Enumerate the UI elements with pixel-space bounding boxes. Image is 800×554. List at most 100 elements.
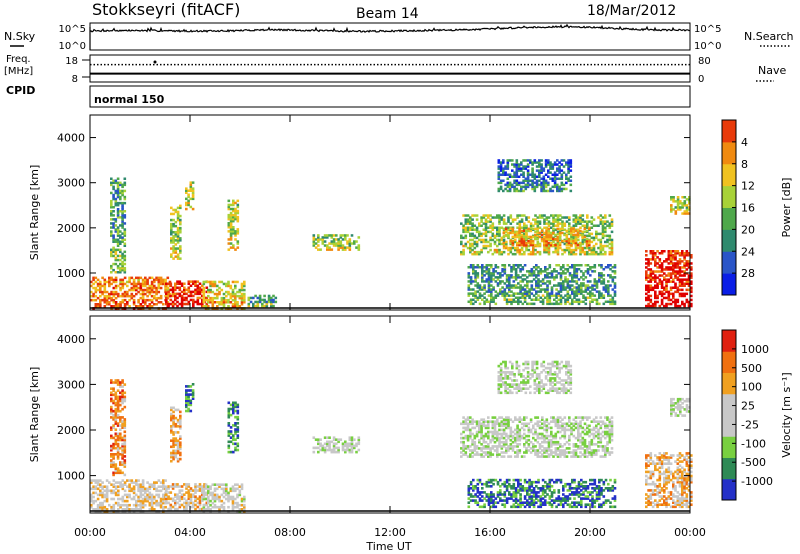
data-cell [330, 440, 334, 444]
data-cell [588, 248, 591, 252]
data-region [110, 177, 127, 274]
data-cell [123, 459, 127, 462]
data-cell [119, 463, 122, 466]
data-cell [229, 207, 233, 211]
data-cell [170, 239, 173, 242]
data-cell [203, 487, 206, 490]
data-cell [165, 284, 168, 287]
data-cell [514, 286, 518, 289]
data-cell [121, 420, 124, 423]
data-cell [240, 294, 244, 298]
data-cell [676, 298, 680, 302]
data-cell [649, 270, 653, 273]
data-cell [90, 495, 93, 499]
data-cell [610, 218, 614, 221]
data-cell [227, 199, 231, 203]
data-cell [544, 268, 547, 271]
data-cell [502, 179, 505, 182]
data-cell [96, 288, 100, 292]
data-cell [505, 424, 508, 428]
data-cell [530, 288, 534, 291]
data-cell [170, 439, 173, 442]
data-cell [317, 446, 320, 450]
data-cell [119, 230, 122, 233]
data-cell [94, 481, 98, 484]
data-cell [112, 416, 115, 419]
data-cell [114, 487, 118, 491]
data-cell [123, 242, 127, 245]
data-cell [676, 196, 680, 199]
data-cell [586, 234, 589, 238]
data-cell [116, 244, 120, 247]
data-cell [526, 280, 529, 283]
data-cell [267, 296, 271, 300]
data-cell [502, 189, 505, 193]
data-cell [523, 443, 526, 446]
data-cell [541, 426, 544, 430]
data-cell [685, 208, 689, 211]
data-cell [518, 224, 522, 227]
data-cell [690, 254, 693, 257]
data-cell [493, 248, 497, 252]
data-cell [171, 487, 175, 490]
data-cell [209, 508, 212, 511]
data-cell [599, 222, 603, 225]
data-cell [551, 167, 555, 170]
data-cell [498, 240, 501, 244]
data-cell [667, 302, 671, 306]
data-cell [517, 169, 521, 172]
data-cell [558, 243, 562, 247]
data-cell [501, 294, 504, 297]
data-cell [341, 246, 345, 249]
data-cell [520, 173, 523, 176]
data-cell [510, 300, 513, 303]
data-cell [562, 272, 565, 275]
data-cell [240, 284, 244, 288]
data-cell [234, 286, 237, 290]
data-cell [312, 238, 316, 241]
data-cell [547, 222, 551, 225]
data-cell [608, 226, 612, 229]
data-cell [116, 434, 120, 438]
data-cell [500, 424, 504, 428]
data-cell [509, 430, 513, 434]
data-cell [507, 231, 510, 235]
data-cell [119, 301, 122, 304]
data-cell [484, 424, 488, 428]
data-cell [225, 497, 228, 501]
data-cell [234, 303, 237, 306]
data-cell [110, 453, 113, 456]
data-cell [487, 453, 490, 456]
data-cell [464, 222, 468, 225]
data-cell [209, 298, 212, 302]
data-cell [526, 185, 530, 189]
data-cell [515, 183, 519, 187]
data-cell [185, 491, 188, 494]
data-cell [337, 248, 340, 251]
data-cell [597, 216, 600, 219]
data-cell [165, 493, 168, 496]
data-cell [599, 246, 603, 250]
data-cell [503, 298, 507, 301]
data-cell [153, 485, 156, 488]
data-cell [90, 505, 93, 509]
data-cell [568, 286, 572, 289]
data-cell [119, 278, 122, 282]
data-cell [592, 236, 596, 240]
data-cell [674, 250, 677, 253]
data-cell [121, 455, 124, 458]
data-cell [491, 422, 495, 426]
data-cell [247, 304, 251, 308]
data-cell [114, 191, 118, 195]
data-cell [532, 288, 536, 291]
data-cell [593, 278, 597, 281]
data-cell [535, 179, 539, 182]
data-cell [496, 282, 500, 285]
data-cell [482, 424, 486, 428]
data-cell [585, 229, 589, 233]
data-cell [174, 292, 177, 296]
data-cell [114, 220, 118, 223]
data-cell [604, 214, 607, 217]
data-cell [543, 239, 546, 243]
data-cell [546, 302, 549, 306]
